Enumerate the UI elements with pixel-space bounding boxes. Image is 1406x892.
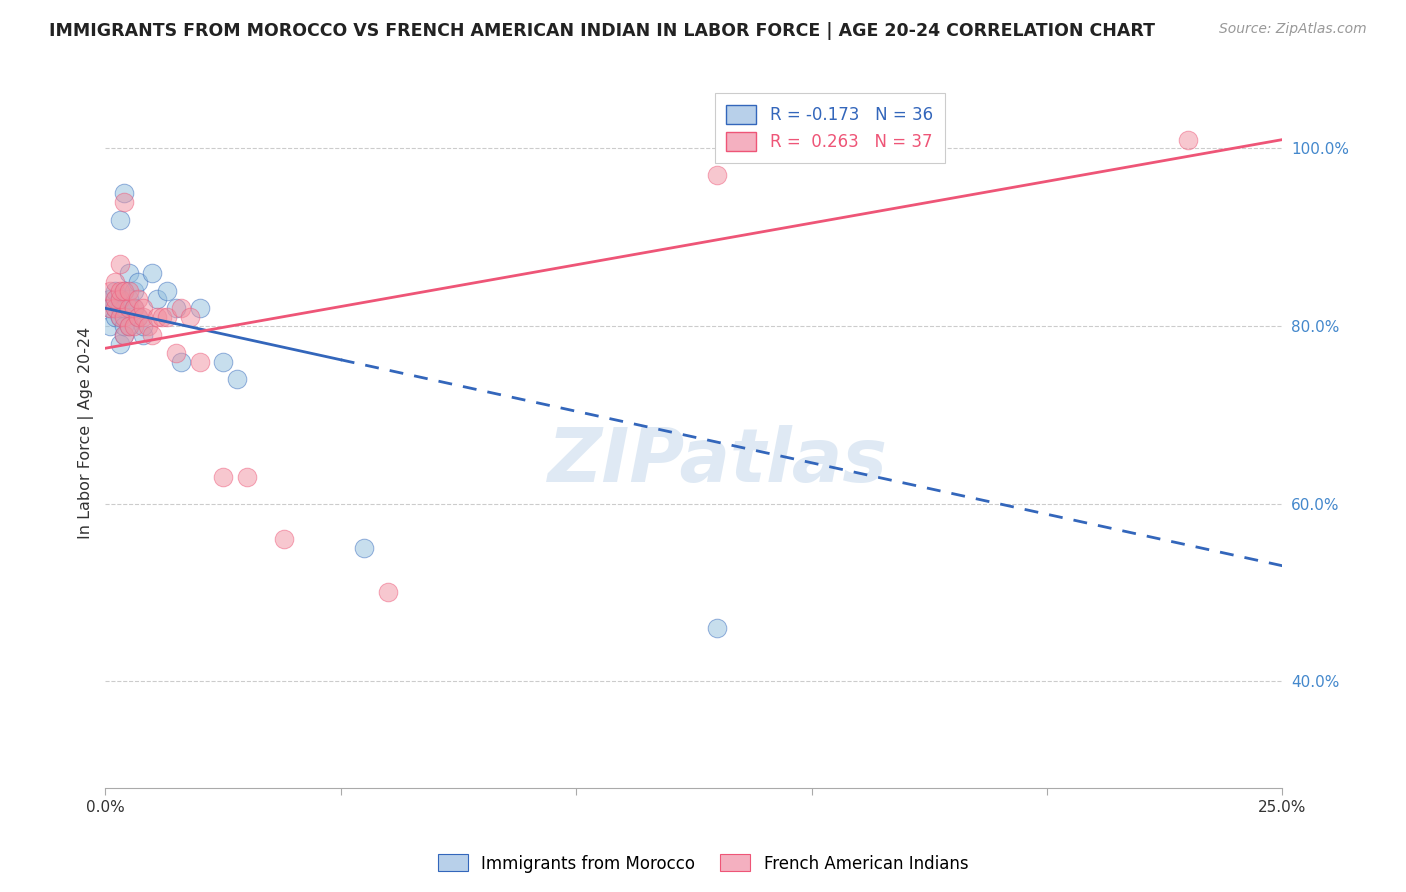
Legend: R = -0.173   N = 36, R =  0.263   N = 37: R = -0.173 N = 36, R = 0.263 N = 37 [714, 93, 945, 163]
Point [108, 336, 131, 351]
Point [165, 345, 187, 359]
Point [132, 301, 155, 316]
Point [104, 301, 127, 316]
Point [112, 301, 135, 316]
Point [353, 541, 375, 555]
Point [146, 293, 169, 307]
Point [127, 293, 149, 307]
Point [108, 310, 131, 325]
Point [108, 301, 131, 316]
Point [706, 168, 728, 182]
Point [1177, 132, 1199, 146]
Point [165, 301, 187, 316]
Point [98, 301, 121, 316]
Point [141, 266, 163, 280]
Legend: Immigrants from Morocco, French American Indians: Immigrants from Morocco, French American… [432, 847, 974, 880]
Point [127, 310, 149, 325]
Point [132, 319, 155, 334]
Point [141, 327, 163, 342]
Point [170, 354, 193, 368]
Point [112, 194, 135, 209]
Point [104, 301, 127, 316]
Text: ZIPatlas: ZIPatlas [547, 425, 887, 498]
Point [108, 293, 131, 307]
Point [118, 301, 141, 316]
Point [108, 212, 131, 227]
Point [118, 319, 141, 334]
Point [104, 293, 127, 307]
Point [108, 257, 131, 271]
Point [188, 354, 211, 368]
Point [104, 293, 127, 307]
Point [98, 293, 121, 307]
Y-axis label: In Labor Force | Age 20-24: In Labor Force | Age 20-24 [79, 326, 94, 539]
Point [112, 310, 135, 325]
Point [108, 284, 131, 298]
Point [108, 293, 131, 307]
Point [132, 327, 155, 342]
Point [104, 310, 127, 325]
Text: Source: ZipAtlas.com: Source: ZipAtlas.com [1219, 22, 1367, 37]
Point [212, 354, 235, 368]
Point [706, 621, 728, 635]
Point [170, 301, 193, 316]
Point [235, 470, 257, 484]
Point [377, 585, 399, 599]
Point [98, 319, 121, 334]
Point [212, 470, 235, 484]
Point [112, 186, 135, 200]
Point [98, 284, 121, 298]
Point [273, 532, 295, 546]
Point [127, 275, 149, 289]
Point [179, 310, 201, 325]
Point [112, 284, 135, 298]
Point [118, 284, 141, 298]
Point [155, 310, 177, 325]
Point [98, 301, 121, 316]
Point [112, 327, 135, 342]
Point [146, 310, 169, 325]
Point [118, 266, 141, 280]
Point [226, 372, 249, 386]
Point [112, 327, 135, 342]
Point [122, 301, 145, 316]
Point [104, 275, 127, 289]
Point [150, 310, 173, 325]
Point [118, 293, 141, 307]
Text: IMMIGRANTS FROM MOROCCO VS FRENCH AMERICAN INDIAN IN LABOR FORCE | AGE 20-24 COR: IMMIGRANTS FROM MOROCCO VS FRENCH AMERIC… [49, 22, 1156, 40]
Point [122, 319, 145, 334]
Point [122, 284, 145, 298]
Point [122, 301, 145, 316]
Point [127, 310, 149, 325]
Point [132, 310, 155, 325]
Point [108, 310, 131, 325]
Point [112, 319, 135, 334]
Point [155, 284, 177, 298]
Point [104, 284, 127, 298]
Point [112, 284, 135, 298]
Point [136, 319, 159, 334]
Point [188, 301, 211, 316]
Point [118, 319, 141, 334]
